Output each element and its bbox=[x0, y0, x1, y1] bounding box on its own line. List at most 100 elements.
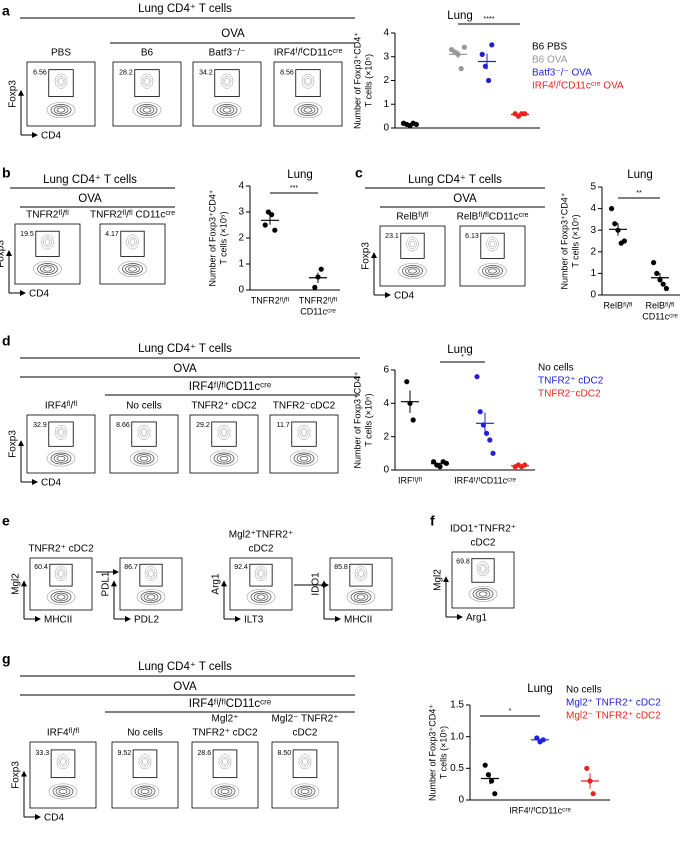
flow-plot-frame bbox=[229, 557, 293, 611]
legend-entry: No cells bbox=[538, 363, 574, 374]
gate-value: 8.66 bbox=[116, 422, 130, 429]
flow-x-axis: Arg1 bbox=[466, 613, 488, 624]
flow-plot-frame bbox=[14, 223, 81, 285]
plot-title: IDO1⁺TNFR2⁺ bbox=[450, 524, 516, 535]
contour bbox=[408, 268, 417, 274]
flow-x-axis: CD4 bbox=[394, 291, 414, 302]
significance: * bbox=[509, 708, 512, 715]
group-label: OVA bbox=[173, 363, 197, 375]
data-point bbox=[587, 778, 593, 784]
contour bbox=[214, 785, 236, 798]
contour bbox=[472, 588, 494, 600]
contour bbox=[468, 585, 498, 603]
contour bbox=[56, 427, 66, 438]
contour bbox=[129, 450, 159, 467]
gate bbox=[48, 421, 74, 447]
contour bbox=[139, 105, 155, 115]
y-tick-label: 4 bbox=[383, 28, 389, 39]
x-tick-label: TNFR2ᶠˡ/ᶠˡ bbox=[251, 295, 289, 305]
gate-value: 6.56 bbox=[33, 70, 47, 77]
data-point bbox=[584, 765, 590, 771]
contour bbox=[129, 238, 136, 246]
flow-plot-frame bbox=[379, 225, 446, 287]
contour bbox=[219, 427, 229, 438]
flow-plot-frame bbox=[119, 557, 183, 611]
plot-title: Mgl2⁻ TNFR2⁺ bbox=[271, 714, 338, 725]
contour bbox=[140, 788, 150, 795]
contour bbox=[480, 565, 486, 573]
x-tick-label: RelBᶠˡ/ᶠˡ bbox=[604, 300, 633, 310]
contour bbox=[246, 588, 276, 606]
header-label: Lung CD4⁺ T cells bbox=[138, 661, 232, 673]
flow-plot-frame bbox=[29, 557, 93, 611]
plot-title: No cells bbox=[127, 728, 163, 739]
legend-entry: Batf3⁻/⁻ OVA bbox=[532, 68, 592, 79]
data-point bbox=[318, 266, 324, 272]
gate-value: 9.52 bbox=[117, 750, 131, 757]
y-tick-label: 2 bbox=[238, 233, 244, 244]
contour bbox=[303, 76, 313, 87]
contour bbox=[139, 427, 149, 438]
contour bbox=[54, 424, 68, 440]
contour bbox=[216, 454, 232, 463]
gate-value: 32.9 bbox=[33, 422, 47, 429]
contour bbox=[143, 592, 159, 602]
y-tick-label: 2 bbox=[383, 431, 389, 442]
contour bbox=[210, 783, 240, 800]
gate-value: 28.6 bbox=[197, 750, 211, 757]
gate-value: 28.2 bbox=[119, 70, 133, 77]
data-point bbox=[431, 459, 437, 465]
data-point bbox=[312, 284, 318, 290]
contour bbox=[37, 263, 58, 275]
x-tick-label: IRF4ᶠ/ᶠCD11cᶜʳᵉ bbox=[509, 805, 571, 815]
subgroup-label: IRF4ᶠˡ/ᶠˡCD11cᶜʳᵉ bbox=[189, 381, 271, 393]
contour bbox=[56, 455, 66, 462]
chart-title: Lung bbox=[447, 10, 473, 22]
y-tick-label: 0 bbox=[238, 285, 244, 296]
contour bbox=[217, 424, 231, 440]
contour bbox=[212, 101, 242, 119]
flow-x-axis: CD4 bbox=[44, 813, 64, 824]
flow-y-axis: Mgl2 bbox=[11, 573, 22, 595]
contour bbox=[141, 429, 147, 436]
group-label: OVA bbox=[173, 681, 197, 693]
panel-letter: e bbox=[2, 513, 10, 529]
data-point bbox=[534, 735, 540, 741]
y-tick-label: 2 bbox=[590, 246, 596, 257]
contour bbox=[302, 758, 308, 766]
legend-entry: B6 PBS bbox=[532, 42, 567, 53]
y-tick-label: 2 bbox=[383, 75, 389, 86]
x-tick-label: CD11cᶜʳᵉ bbox=[642, 311, 678, 321]
gate bbox=[50, 749, 76, 779]
y-tick-label: 0 bbox=[383, 123, 389, 134]
flow-x-axis: CD4 bbox=[41, 131, 61, 142]
flow-y-axis: Arg1 bbox=[211, 573, 222, 595]
legend-entry: Mgl2⁺ TNFR2⁺ cDC2 bbox=[566, 698, 661, 709]
contour bbox=[293, 101, 323, 119]
gate bbox=[214, 69, 240, 97]
y-tick-label: 0 bbox=[458, 795, 464, 806]
gate bbox=[349, 563, 373, 587]
flow-plot-frame bbox=[109, 414, 179, 474]
gate-value: 29.2 bbox=[196, 422, 210, 429]
gate bbox=[35, 230, 60, 257]
contour bbox=[216, 104, 238, 116]
y-tick-label: 3 bbox=[590, 225, 596, 236]
gate bbox=[471, 558, 495, 583]
y-axis-label: T cells (×10⁵) bbox=[438, 726, 448, 779]
group-label: OVA bbox=[453, 193, 477, 205]
y-axis-label: T cells (×10⁵) bbox=[218, 211, 228, 264]
contour bbox=[50, 452, 72, 465]
gate-value: 34.2 bbox=[199, 70, 213, 77]
contour bbox=[58, 429, 64, 436]
contour bbox=[220, 756, 230, 767]
flow-y-axis: Mgl2 bbox=[433, 569, 444, 591]
contour bbox=[488, 238, 497, 250]
x-tick-label: CD11cᶜʳᵉ bbox=[300, 306, 336, 316]
contour bbox=[475, 589, 491, 599]
contour bbox=[290, 783, 320, 800]
contour bbox=[146, 568, 156, 579]
contour bbox=[222, 107, 232, 113]
contour bbox=[300, 105, 316, 115]
